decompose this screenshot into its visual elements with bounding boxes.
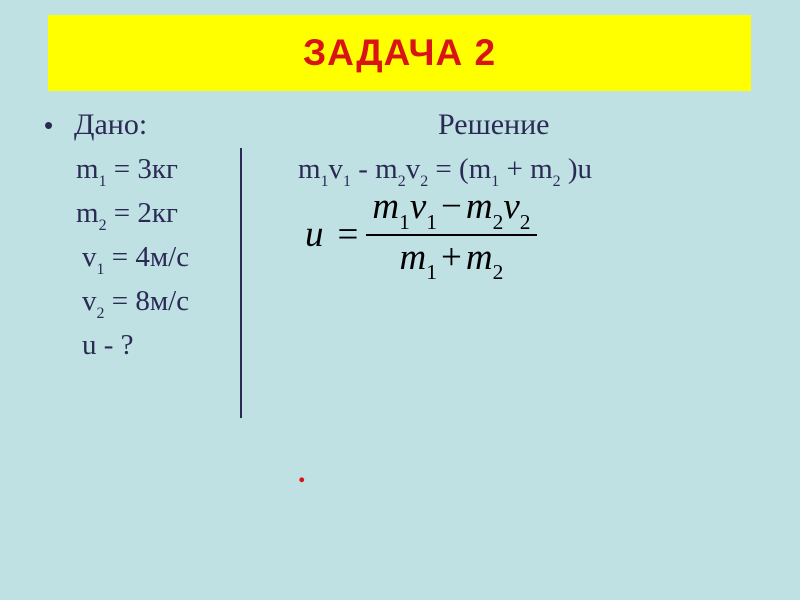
given-label: Дано:: [74, 108, 147, 142]
equals-sign: =: [338, 213, 359, 256]
formula-lhs: u: [305, 213, 324, 256]
divider-line: [240, 148, 242, 418]
red-dot: .: [298, 456, 306, 490]
momentum-equation: m1v1 - m2v2 = (m1 + m2 )u: [298, 153, 592, 190]
slide-title: ЗАДАЧА 2: [303, 32, 496, 74]
denominator: m1+m2: [394, 239, 510, 282]
fraction-bar: [366, 234, 536, 236]
title-bar: ЗАДАЧА 2: [48, 15, 751, 91]
slide: ЗАДАЧА 2 • Дано: Решение m1 = 3кг m2 = 2…: [0, 0, 800, 600]
content-area: • Дано: Решение m1 = 3кг m2 = 2кг v1 = 4…: [40, 108, 760, 366]
solution-label: Решение: [438, 108, 549, 142]
numerator: m1v1−m2v2: [366, 188, 536, 231]
given-unknown: u - ?: [76, 324, 760, 366]
formula-u: u = m1v1−m2v2 m1+m2: [305, 188, 537, 282]
fraction: m1v1−m2v2 m1+m2: [366, 188, 536, 282]
given-header-row: • Дано:: [40, 108, 760, 142]
given-v2: v2 = 8м/с: [76, 280, 760, 324]
bullet-icon: •: [40, 110, 74, 141]
